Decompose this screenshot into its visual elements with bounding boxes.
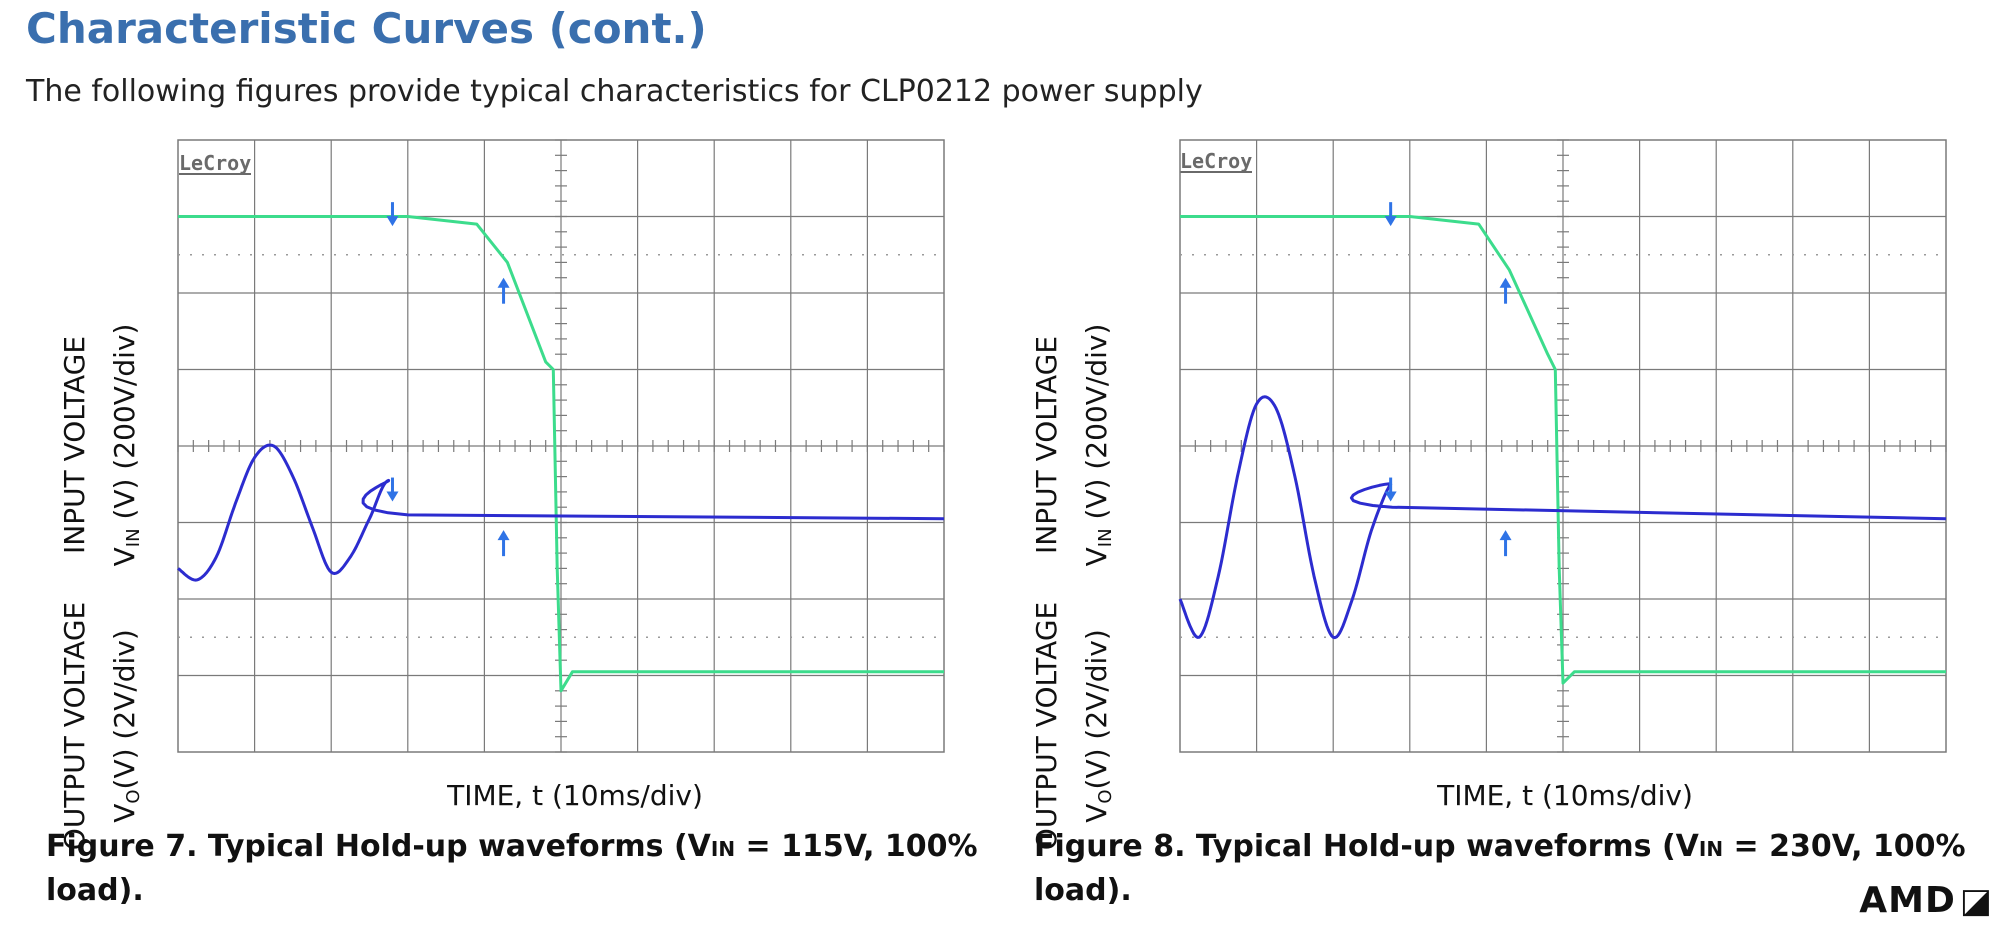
svg-text:VO(V) (2V/div): VO(V) (2V/div) [108,629,144,823]
svg-text:VO(V) (2V/div): VO(V) (2V/div) [1080,629,1116,823]
xlabel-time: TIME, t (10ms/div) [1436,779,1693,812]
input-voltage-trace [178,215,944,693]
ylabel-output-unit: VO(V) (2V/div) [108,629,144,823]
oscilloscope-plot-1: LeCroy INPUT VOLTAGE VIN (V) (200V/div) … [58,139,945,850]
marker-arrow-icon [1384,477,1397,502]
figure-8: LeCroy INPUT VOLTAGE VIN (V) (200V/div) … [1020,139,1995,850]
svg-text:VIN (V) (200V/div): VIN (V) (200V/div) [108,324,144,567]
svg-text:INPUT VOLTAGE: INPUT VOLTAGE [58,336,91,554]
xlabel-time: TIME, t (10ms/div) [446,779,703,812]
oscilloscope-grid [1179,139,1947,753]
marker-arrow-head [1499,530,1512,541]
logo-text: AMD [1859,880,1956,921]
oscilloscope-traces [177,202,945,693]
svg-text:OUTPUT VOLTAGE: OUTPUT VOLTAGE [58,602,91,850]
figure-7: LeCroy INPUT VOLTAGE VIN (V) (200V/div) … [20,139,995,850]
marker-arrow-head [386,216,399,227]
marker-arrow-head [1499,277,1512,288]
ylabel-output-voltage: OUTPUT VOLTAGE [58,602,91,850]
oscilloscope-plot-2: LeCroy INPUT VOLTAGE VIN (V) (200V/div) … [1030,139,1947,850]
svg-text:VIN (V) (200V/div): VIN (V) (200V/div) [1080,324,1116,567]
marker-arrow-icon [1384,202,1397,227]
input-voltage-trace [1180,215,1946,685]
figure-7-caption: Figure 7. Typical Hold-up waveforms (VIN… [46,829,978,908]
marker-arrow-head [1384,216,1397,227]
ylabel-input-unit: VIN (V) (200V/div) [1080,324,1116,567]
marker-arrow-icon [386,477,399,502]
amd-logo: AMD ◪ [1859,880,1993,921]
output-voltage-trace [1178,395,1947,640]
ylabel-input-voltage: INPUT VOLTAGE [58,336,91,554]
marker-arrow-icon [386,202,399,227]
marker-arrow-icon [1499,530,1512,557]
marker-arrow-icon [1499,277,1512,304]
marker-arrow-head [386,491,399,502]
marker-arrow-icon [497,277,510,304]
oscilloscope-traces [1178,202,1947,685]
output-voltage-trace [177,443,945,582]
ylabel-output-voltage: OUTPUT VOLTAGE [1030,602,1063,850]
oscilloscope-brand-label: LeCroy [1180,149,1252,173]
marker-arrow-head [497,530,510,541]
oscilloscope-grid [177,139,945,753]
oscilloscope-brand-label: LeCroy [179,151,251,175]
page-title: Characteristic Curves (cont.) [26,4,707,53]
marker-arrow-head [1384,491,1397,502]
ylabel-output-unit: VO(V) (2V/div) [1080,629,1116,823]
svg-text:OUTPUT VOLTAGE: OUTPUT VOLTAGE [1030,602,1063,850]
marker-arrow-head [497,277,510,288]
marker-arrow-icon [497,530,510,557]
page-subtitle: The following figures provide typical ch… [26,74,1203,109]
svg-text:INPUT VOLTAGE: INPUT VOLTAGE [1030,336,1063,554]
ylabel-input-voltage: INPUT VOLTAGE [1030,336,1063,554]
ylabel-input-unit: VIN (V) (200V/div) [108,324,144,567]
logo-mark-icon: ◪ [1959,881,1993,921]
figure-8-caption: Figure 8. Typical Hold-up waveforms (VIN… [1034,829,1966,908]
